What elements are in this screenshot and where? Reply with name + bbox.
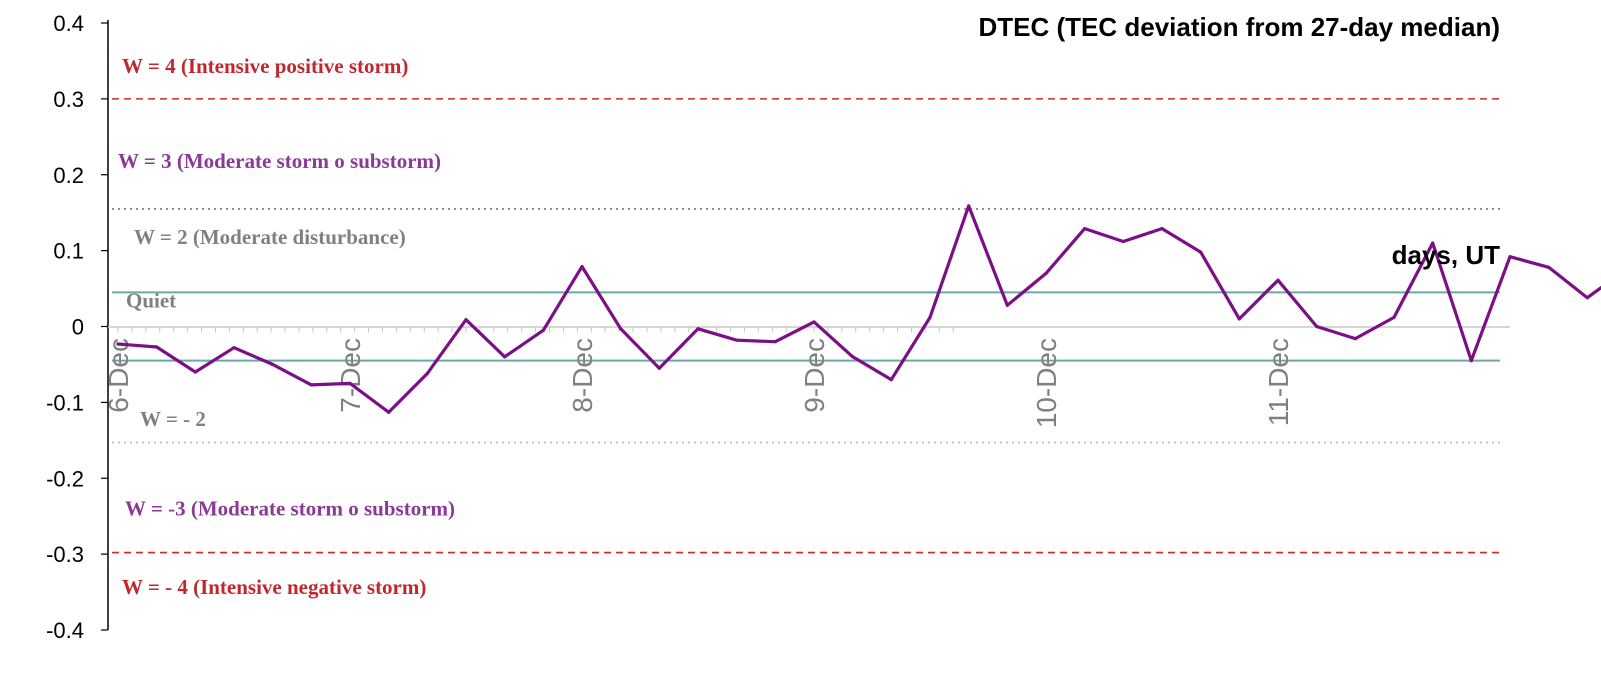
data-point bbox=[967, 204, 971, 208]
y-tick-label: 0.2 bbox=[53, 163, 84, 188]
data-point bbox=[271, 362, 275, 367]
data-point bbox=[619, 327, 623, 331]
data-point bbox=[1160, 227, 1164, 231]
data-point bbox=[735, 338, 739, 342]
y-tick-label: 0.1 bbox=[53, 239, 84, 264]
data-point bbox=[1121, 239, 1125, 244]
data-point bbox=[696, 327, 700, 331]
x-tick-label: 8-Dec bbox=[567, 338, 598, 413]
data-point bbox=[1547, 265, 1551, 269]
x-axis-title: days, UT bbox=[1392, 240, 1500, 270]
annotation-label: W = - 2 bbox=[140, 407, 206, 431]
data-point bbox=[309, 383, 313, 387]
data-point bbox=[1199, 250, 1203, 254]
data-point bbox=[1431, 241, 1435, 245]
y-tick-label: -0.3 bbox=[46, 542, 84, 567]
data-point bbox=[348, 381, 352, 386]
axes bbox=[107, 20, 1510, 630]
y-tick-label: 0.4 bbox=[53, 11, 84, 36]
annotation-label: W = - 4 (Intensive negative storm) bbox=[122, 575, 426, 599]
data-point bbox=[1585, 296, 1589, 300]
x-tick-label: 11-Dec bbox=[1263, 338, 1294, 426]
data-point bbox=[657, 366, 661, 370]
series bbox=[116, 204, 1601, 414]
data-point bbox=[1508, 255, 1512, 259]
data-point bbox=[1083, 227, 1087, 231]
annotation-label: W = -3 (Moderate storm o substorm) bbox=[125, 497, 455, 521]
data-point bbox=[1044, 271, 1048, 275]
threshold-lines bbox=[112, 98, 1500, 554]
data-point bbox=[1315, 324, 1319, 329]
y-tick-label: -0.2 bbox=[46, 466, 84, 491]
data-point bbox=[1392, 315, 1396, 319]
data-point bbox=[889, 378, 893, 382]
annotation-label: W = 2 (Moderate disturbance) bbox=[134, 225, 406, 249]
data-point bbox=[425, 371, 429, 376]
data-point bbox=[1469, 359, 1473, 363]
data-point bbox=[503, 355, 507, 359]
annotation-label: Quiet bbox=[126, 289, 176, 313]
data-point bbox=[541, 328, 545, 332]
data-point bbox=[232, 346, 236, 350]
x-tick-label: 6-Dec bbox=[103, 338, 134, 413]
y-tick-label: -0.4 bbox=[46, 618, 84, 643]
series-line bbox=[116, 204, 1601, 414]
data-point bbox=[773, 340, 777, 344]
x-tick-label: 7-Dec bbox=[335, 338, 366, 413]
x-tick-label: 9-Dec bbox=[799, 338, 830, 413]
data-point bbox=[116, 342, 120, 346]
y-tick-label: -0.1 bbox=[46, 390, 84, 415]
y-ticks: 0.4 0.3 0.2 0.1 0 -0.1 -0.2 -0.3 -0.4 bbox=[46, 11, 108, 643]
y-tick-label: 0.3 bbox=[53, 87, 84, 112]
data-point bbox=[1005, 303, 1009, 307]
data-point bbox=[193, 370, 197, 374]
annotation-label: W = 4 (Intensive positive storm) bbox=[122, 54, 408, 78]
data-point bbox=[580, 264, 584, 269]
annotations: W = 4 (Intensive positive storm) W = 3 (M… bbox=[118, 54, 455, 599]
data-point bbox=[851, 355, 855, 359]
annotation-label: W = 3 (Moderate storm o substorm) bbox=[118, 149, 441, 173]
data-point bbox=[812, 320, 816, 324]
x-ticks: 6-Dec 7-Dec 8-Dec 9-Dec 10-Dec 11-Dec bbox=[103, 326, 1294, 428]
data-point bbox=[387, 410, 391, 414]
data-point bbox=[155, 345, 159, 349]
data-point bbox=[1237, 317, 1241, 321]
data-point bbox=[1276, 278, 1280, 282]
y-tick-label: 0 bbox=[72, 315, 84, 340]
data-point bbox=[928, 315, 932, 319]
chart-title: DTEC (TEC deviation from 27-day median) bbox=[978, 12, 1500, 42]
x-tick-label: 10-Dec bbox=[1031, 338, 1062, 428]
data-point bbox=[1353, 337, 1357, 341]
data-point bbox=[464, 318, 468, 322]
